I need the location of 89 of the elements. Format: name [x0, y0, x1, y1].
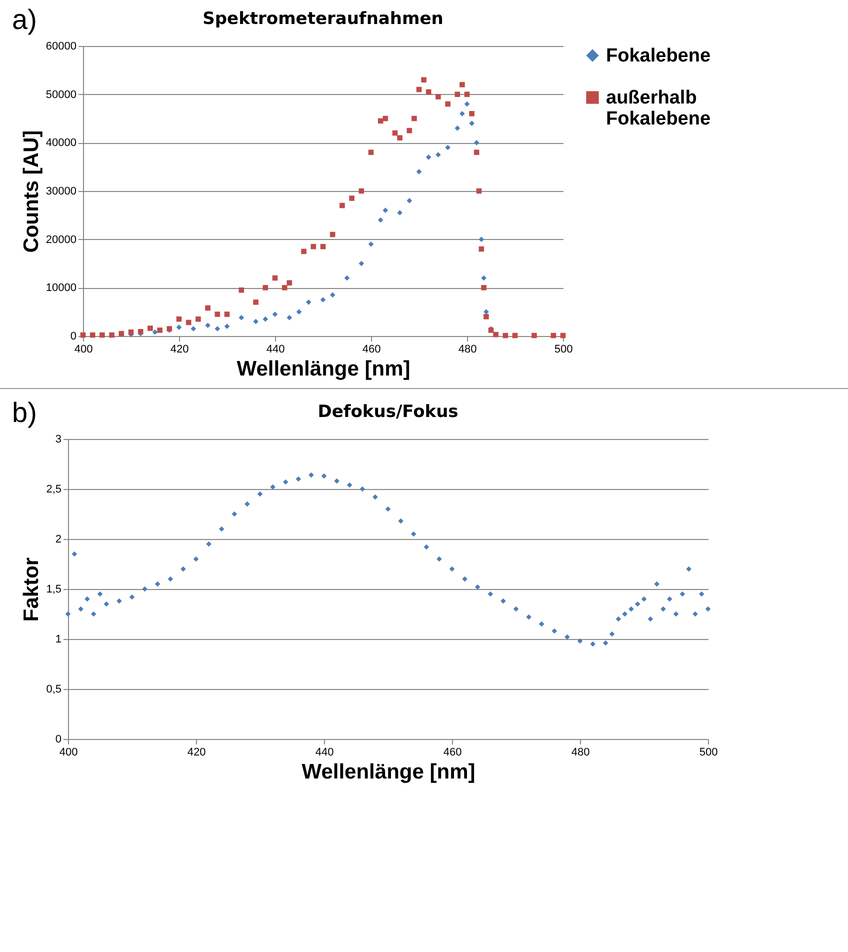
y-tick-label: 2 [55, 534, 62, 546]
y-tick-label: 30000 [46, 186, 76, 198]
point [301, 248, 306, 254]
point [454, 126, 460, 131]
point [493, 332, 498, 338]
x-axis-title: Wellenlänge [nm] [302, 760, 476, 784]
point [469, 111, 474, 116]
point [454, 92, 460, 97]
point [224, 312, 230, 317]
point [469, 120, 474, 126]
point [464, 101, 470, 107]
point [478, 236, 484, 242]
y-tick-label: 60000 [46, 40, 76, 52]
y-tick-label: 1 [55, 634, 62, 646]
point [340, 202, 345, 208]
y-tick-label: 10000 [46, 282, 76, 294]
x-tick-label: 440 [266, 344, 285, 356]
y-tick-label: 50000 [46, 88, 76, 101]
point [445, 101, 450, 107]
y-tick-label: 2,5 [46, 484, 62, 496]
point [286, 314, 292, 320]
point [214, 312, 220, 317]
point [128, 329, 134, 335]
x-tick-label: 500 [699, 746, 718, 758]
x-tick-label: 460 [443, 746, 462, 758]
x-tick-label: 500 [554, 344, 573, 356]
point [436, 152, 441, 158]
point [532, 332, 537, 338]
point [349, 196, 354, 201]
point [282, 285, 288, 290]
point [412, 116, 417, 122]
point [464, 92, 470, 97]
text: b) [12, 397, 37, 429]
point [421, 77, 426, 82]
y-tick-label: 0 [70, 330, 76, 342]
point [460, 82, 465, 88]
point [262, 316, 268, 322]
point [460, 111, 465, 116]
y-tick-label: 3 [55, 434, 62, 446]
point [330, 292, 336, 298]
legend-label: Fokalebene [606, 46, 711, 66]
x-axis-title: Wellenlänge [nm] [236, 358, 410, 380]
y-axis-title: Counts [AU] [20, 130, 43, 253]
x-tick-label: 400 [74, 344, 93, 356]
x-tick-label: 480 [458, 344, 477, 356]
x-tick-label: 400 [59, 746, 78, 758]
point [205, 322, 210, 328]
point [238, 314, 244, 320]
y-axis-title: Faktor [20, 557, 44, 622]
x-tick-label: 460 [362, 344, 381, 356]
legend-label: außerhalb Fokalebene [606, 88, 711, 130]
point [397, 210, 402, 216]
point [368, 150, 374, 155]
point [286, 280, 292, 286]
chart-title: Defokus/Fokus [318, 402, 458, 422]
point [344, 275, 350, 281]
point [157, 328, 162, 333]
point [378, 217, 384, 223]
point [148, 326, 153, 331]
point [474, 150, 480, 155]
x-tick-label: 440 [315, 746, 334, 758]
point [474, 140, 480, 146]
point [253, 300, 258, 305]
x-tick-label: 420 [170, 344, 189, 356]
point [262, 285, 268, 290]
point [406, 198, 412, 204]
point [152, 329, 158, 335]
y-tick-label: 0 [55, 734, 62, 746]
point [100, 332, 105, 338]
point [205, 305, 210, 311]
y-tick-label: 40000 [46, 137, 76, 150]
chart-title: Spektrometeraufnahmen [202, 9, 444, 29]
point [358, 260, 364, 266]
y-tick-label: 1,5 [46, 584, 62, 596]
point [196, 316, 201, 322]
point [109, 332, 114, 338]
point [426, 154, 432, 160]
y-tick-label: 20000 [46, 234, 76, 246]
point [481, 285, 486, 290]
point [484, 314, 489, 320]
text: a) [12, 4, 37, 36]
point [306, 300, 312, 305]
point [397, 135, 402, 140]
x-tick-label: 420 [187, 746, 206, 758]
y-tick-label: 0,5 [46, 684, 62, 696]
point [382, 208, 388, 213]
x-tick-label: 480 [571, 746, 590, 758]
point [436, 94, 441, 100]
point [484, 309, 489, 314]
